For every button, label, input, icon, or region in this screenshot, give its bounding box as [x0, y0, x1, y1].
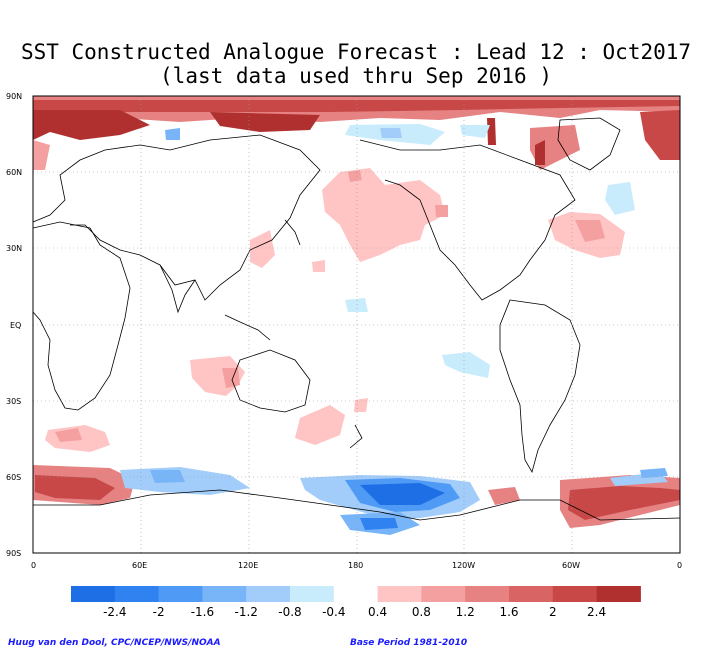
colorbar-swatch: [158, 586, 203, 602]
title-line-2: (last data used thru Sep 2016 ): [160, 64, 552, 88]
colorbar-swatch: [246, 586, 291, 602]
lon-label: 60E: [132, 561, 147, 570]
colorbar-swatch: [421, 586, 466, 602]
colorbar-label: -1.6: [191, 605, 214, 619]
africa-outline: [32, 221, 131, 411]
colorbar-swatch: [114, 586, 160, 602]
eurasia-outline: [32, 134, 321, 301]
north-america-outline: [359, 139, 576, 301]
lon-label: 120E: [238, 561, 258, 570]
lon-label: 120W: [452, 561, 475, 570]
colorbar-swatch: [290, 586, 335, 602]
lon-label: 0: [677, 561, 682, 570]
base-period-text: Base Period 1981-2010: [350, 638, 468, 648]
colorbar-label: -2: [153, 605, 165, 619]
japan-outline: [284, 219, 301, 246]
colorbar-label: 1.2: [456, 605, 475, 619]
indonesia-outline: [224, 314, 271, 341]
colorbar-label: 2: [549, 605, 557, 619]
colorbar-label: 1.6: [499, 605, 518, 619]
colorbar-swatch: [596, 586, 641, 602]
coastlines: [32, 117, 681, 521]
lat-axis: 90N 60N 30N EQ 30S 60S 90S: [6, 92, 22, 558]
colorbar-swatch: [377, 586, 422, 602]
lon-label: 60W: [562, 561, 580, 570]
colorbar-label: -1.2: [234, 605, 257, 619]
colorbar-swatch: [333, 586, 379, 602]
lat-label: EQ: [10, 321, 21, 330]
lon-axis: 0 60E 120E 180 120W 60W 0: [31, 561, 682, 570]
lon-label: 0: [31, 561, 36, 570]
lat-label: 60S: [6, 473, 21, 482]
colorbar-swatch: [71, 586, 116, 602]
anomaly-shading: [33, 96, 680, 535]
title-line-1: SST Constructed Analogue Forecast : Lead…: [20, 40, 692, 64]
colorbar-label: 2.4: [587, 605, 606, 619]
australia-outline: [231, 349, 311, 413]
lat-label: 90N: [6, 92, 22, 101]
colorbar-swatch: [202, 586, 247, 602]
colorbar-swatch: [509, 586, 554, 602]
credit-text: Huug van den Dool, CPC/NCEP/NWS/NOAA: [8, 638, 221, 648]
colorbar-label: 0.4: [368, 605, 387, 619]
colorbar-label: -0.8: [278, 605, 301, 619]
colorbar-label: -0.4: [322, 605, 345, 619]
colorbar-swatch: [552, 586, 598, 602]
lat-label: 30N: [6, 244, 22, 253]
lat-label: 30S: [6, 397, 21, 406]
map-frame: [32, 95, 681, 554]
lat-label: 90S: [6, 549, 21, 558]
lon-label: 180: [348, 561, 363, 570]
antarctica-outline: [33, 489, 681, 521]
colorbar-swatch: [465, 586, 510, 602]
gridlines: [33, 96, 680, 553]
colorbar: -2.4 -2 -1.6 -1.2 -0.8 -0.4 0.4 0.8 1.2 1.6 2 2.4: [71, 586, 641, 619]
lat-label: 60N: [6, 168, 22, 177]
colorbar-label: 0.8: [412, 605, 431, 619]
colorbar-label: -2.4: [103, 605, 126, 619]
new-zealand-outline: [349, 424, 363, 449]
greenland-outline: [557, 117, 621, 171]
india-outline: [159, 264, 196, 314]
south-america-outline: [499, 299, 581, 474]
